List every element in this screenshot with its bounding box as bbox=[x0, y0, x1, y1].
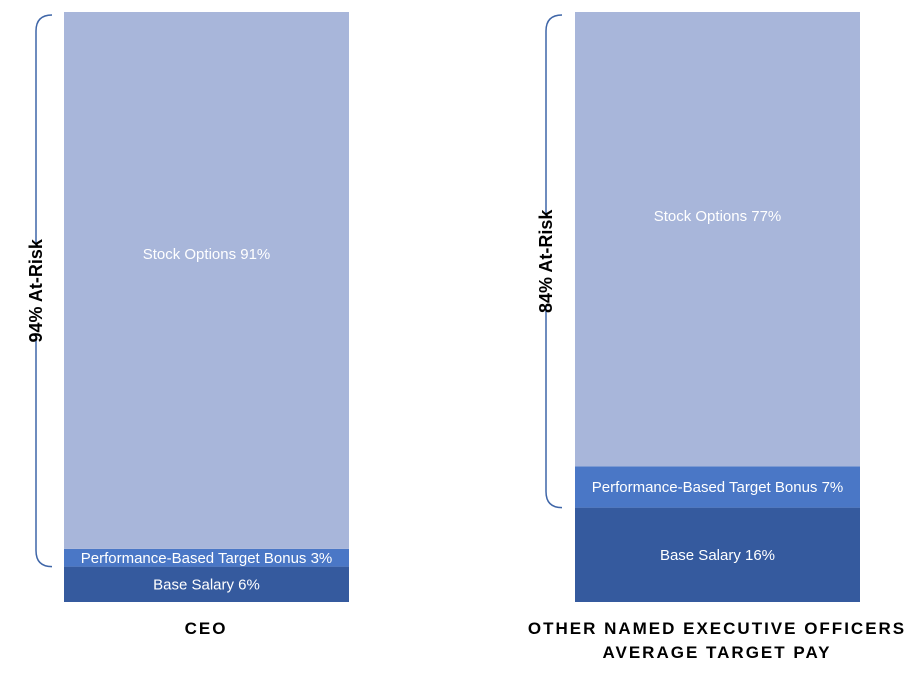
at-risk-bracket bbox=[545, 14, 563, 509]
at-risk-bracket bbox=[35, 14, 53, 568]
data-label-performance-bonus: Performance-Based Target Bonus 3% bbox=[81, 550, 333, 567]
category-label: AVERAGE TARGET PAY bbox=[602, 643, 831, 662]
bar-segment-stock-options bbox=[64, 12, 349, 549]
bar-segment-base-salary bbox=[575, 507, 860, 602]
bar-segment-stock-options bbox=[575, 12, 860, 467]
at-risk-label: 84% At-Risk bbox=[536, 209, 556, 313]
category-label: CEO bbox=[185, 619, 228, 638]
bar-segment-base-salary bbox=[64, 566, 349, 602]
at-risk-label: 94% At-Risk bbox=[26, 238, 46, 342]
data-label-stock-options: Stock Options 91% bbox=[143, 246, 271, 263]
category-label: OTHER NAMED EXECUTIVE OFFICERS bbox=[528, 619, 906, 638]
data-label-stock-options: Stock Options 77% bbox=[654, 208, 782, 225]
data-label-base-salary: Base Salary 16% bbox=[660, 547, 775, 564]
data-label-base-salary: Base Salary 6% bbox=[153, 576, 260, 593]
bar-segment-performance-bonus bbox=[575, 466, 860, 508]
data-label-performance-bonus: Performance-Based Target Bonus 7% bbox=[592, 479, 844, 496]
bar-segment-performance-bonus bbox=[64, 548, 349, 567]
